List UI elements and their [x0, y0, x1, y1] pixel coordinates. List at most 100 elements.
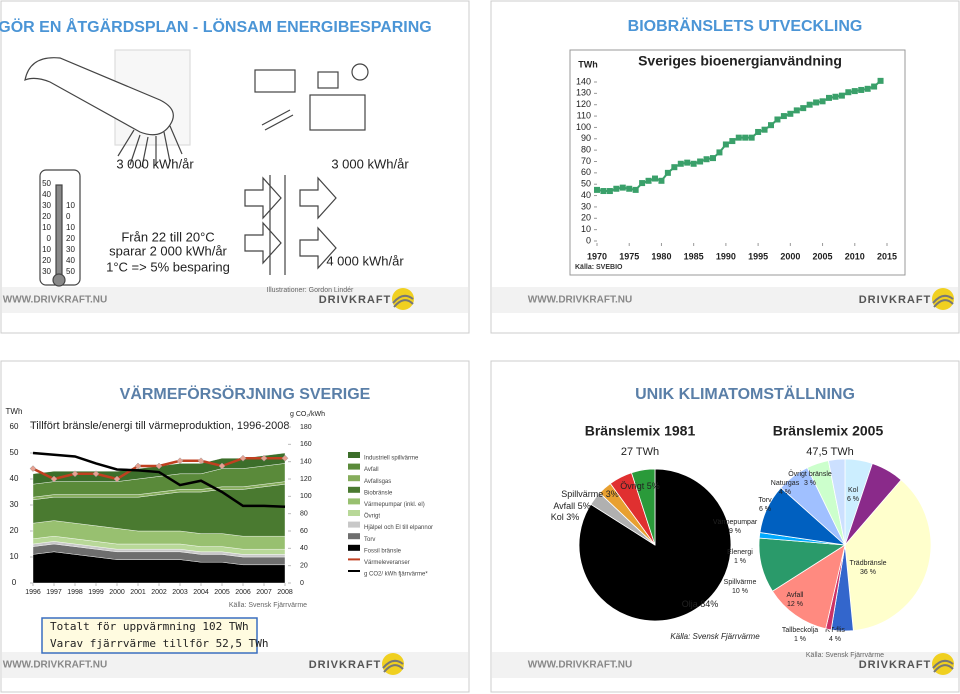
slice-name: Torv — [758, 497, 772, 504]
legend-swatch — [348, 452, 360, 458]
marker — [260, 454, 268, 462]
slice-label: Tallbeckolja 1 % — [782, 627, 818, 643]
line — [32, 451, 286, 508]
x-tick-label: 1999 — [88, 589, 104, 596]
y-tick-label: 120 — [576, 99, 591, 109]
pie-slice — [827, 458, 846, 546]
slice-value: 12 % — [787, 601, 803, 608]
legend-label: Övrigt — [364, 513, 380, 520]
x-tick-label: 1998 — [67, 589, 83, 596]
slice-name: Avfall — [553, 501, 577, 511]
legend-label: Värmeleveranser — [364, 560, 410, 566]
illustrations — [24, 49, 369, 287]
slide-title: UNIK KLIMATOMSTÄLLNING — [635, 385, 855, 403]
scale-label: 20 — [42, 256, 51, 265]
marker — [281, 454, 289, 462]
legend-label: Avfall — [364, 467, 379, 473]
slice-label: Avfall 12 % — [787, 592, 804, 608]
x-tick-label: 2008 — [277, 589, 293, 596]
legend-label: Värmepumpar (inkl. el) — [364, 502, 425, 508]
marker — [632, 186, 639, 193]
marker — [722, 141, 729, 148]
footer-url: WWW.DRIVKRAFT.NU — [528, 295, 632, 306]
x-tick-label: 2007 — [256, 589, 272, 596]
footer-brand: DRIVKRAFT — [319, 294, 392, 306]
marker — [780, 113, 787, 120]
scale-label: 0 — [66, 212, 71, 221]
scale-label: 50 — [66, 267, 75, 276]
x-tick-label: 2002 — [151, 589, 167, 596]
y-tick-label: 40 — [581, 190, 591, 200]
slice-value: 3% — [566, 512, 579, 522]
slice-name: Värmepumpar — [713, 519, 758, 526]
marker — [113, 475, 121, 483]
logo — [932, 294, 954, 308]
marker — [134, 462, 142, 470]
x-tick-label: 1985 — [684, 251, 704, 261]
slide-title: GÖR EN ÅTGÄRDSPLAN - LÖNSAM ENERGIBESPAR… — [0, 17, 432, 36]
legend-swatch — [348, 486, 360, 493]
legend-swatch — [348, 521, 360, 528]
footer-url: WWW.DRIVKRAFT.NU — [528, 660, 632, 671]
slice-name: Kol — [551, 512, 567, 522]
scale-label: 10 — [42, 245, 51, 254]
slice-label: Spillvärme 3% — [561, 489, 619, 499]
slice-label: Kol 6 % — [847, 487, 859, 503]
chart-title: Bränslemix 1981 — [585, 423, 696, 439]
pie-slice — [844, 479, 932, 632]
slice-value: 6 % — [847, 496, 859, 503]
legend-swatch — [348, 475, 360, 482]
marker — [155, 462, 163, 470]
marker — [594, 186, 600, 193]
scale-label: 0 — [47, 234, 52, 243]
footer-bar — [2, 287, 468, 313]
slice-value: 3% — [606, 489, 619, 499]
slice-value: 6 % — [759, 506, 771, 513]
marker — [626, 185, 633, 192]
y-tick-label: 10 — [10, 552, 19, 561]
y2-tick-label: 80 — [300, 511, 308, 518]
slice-name: Avfall — [787, 592, 804, 599]
marker — [658, 177, 665, 184]
y-tick-label: 70 — [581, 156, 591, 166]
y-tick-label: 20 — [581, 213, 591, 223]
slice-label: Övrigt bränsle 3 % — [788, 470, 832, 487]
slice-value: 5% — [578, 501, 591, 511]
scale-label: 10 — [42, 223, 51, 232]
x-tick-label: 2005 — [214, 589, 230, 596]
label: 3 000 kWh/år — [116, 156, 194, 171]
marker — [729, 138, 736, 145]
y-axis-label: TWh — [6, 407, 23, 416]
slice-label: Kol 3% — [551, 512, 580, 522]
scale-label: 50 — [42, 179, 51, 188]
scale-label: 40 — [42, 190, 51, 199]
y-tick-label: 110 — [577, 110, 591, 120]
x-tick-label: 1990 — [716, 251, 736, 261]
y2-axis-label: g CO₂/kWh — [290, 411, 325, 418]
marker — [71, 470, 79, 478]
x-tick-label: 2010 — [845, 251, 865, 261]
marker — [218, 462, 226, 470]
footer-url: WWW.DRIVKRAFT.NU — [3, 295, 107, 306]
pie-slice — [631, 468, 656, 546]
source: Källa: SVEBIO — [575, 264, 623, 271]
legend-label: g CO2/ kWh fjärrvärme* — [364, 572, 428, 578]
scale-label: 10 — [66, 223, 75, 232]
legend-swatch — [348, 498, 360, 505]
chart-title: Bränslemix 2005 — [773, 423, 884, 439]
marker — [761, 126, 768, 133]
marker — [768, 122, 774, 129]
y2-tick-label: 160 — [300, 441, 312, 448]
slice-label: Avfall 5% — [553, 501, 590, 511]
y-tick-label: 100 — [576, 122, 591, 132]
logo — [392, 294, 414, 308]
chart-title: Sveriges bioenergianvändning — [638, 53, 842, 69]
slice-value: 36 % — [860, 569, 876, 576]
marker — [755, 128, 762, 135]
note: Totalt för uppvärmning 102 TWh — [50, 620, 249, 633]
slice-value: 4 % — [779, 489, 791, 496]
x-tick-label: 1996 — [25, 589, 41, 596]
legend-label: Industriell spillvärme — [364, 456, 419, 462]
x-tick-label: 2001 — [130, 589, 146, 596]
y-tick-label: 10 — [581, 224, 591, 234]
